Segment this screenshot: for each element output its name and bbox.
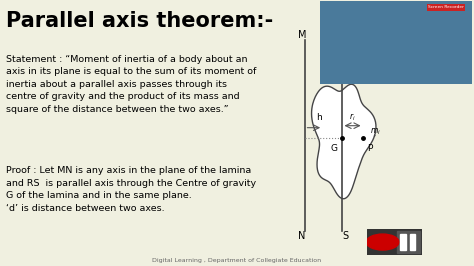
Text: G: G [330,144,337,153]
Text: S: S [343,231,349,242]
Text: N: N [298,231,306,242]
Text: R: R [342,30,349,40]
Circle shape [366,234,399,250]
Text: $r_i$: $r_i$ [349,112,356,123]
Bar [397,231,420,253]
Polygon shape [311,84,376,199]
Text: Statement : “Moment of inertia of a body about an
axis in its plane is equal to : Statement : “Moment of inertia of a body… [6,55,256,114]
Bar [400,234,406,250]
Text: Digital Learning , Department of Collegiate Education: Digital Learning , Department of Collegi… [153,258,321,263]
Text: Proof : Let MN is any axis in the plane of the lamina
and RS  is parallel axis t: Proof : Let MN is any axis in the plane … [6,166,256,213]
Text: h: h [316,114,322,123]
Text: Parallel axis theorem:-: Parallel axis theorem:- [6,11,273,31]
Text: Screen Recorder: Screen Recorder [428,5,464,10]
Text: M: M [298,30,306,40]
Text: P: P [367,144,372,153]
Text: $m_i$: $m_i$ [370,127,381,137]
Bar [410,234,415,250]
